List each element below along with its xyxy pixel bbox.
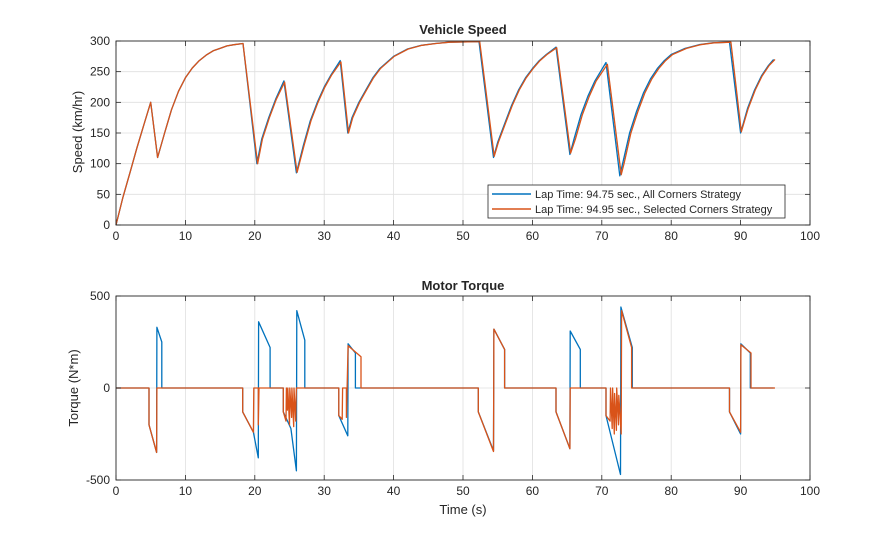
torque-xtick-label: 70 — [595, 484, 609, 498]
torque-xtick-label: 0 — [113, 484, 120, 498]
speed-ytick-label: 250 — [90, 65, 110, 79]
torque-xtick-label: 40 — [387, 484, 401, 498]
speed-ytick-label: 150 — [90, 126, 110, 140]
legend: Lap Time: 94.75 sec., All Corners Strate… — [487, 184, 786, 219]
speed-ytick-label: 0 — [103, 218, 110, 232]
torque-ytick-label: 500 — [90, 289, 110, 303]
torque-xlabel: Time (s) — [439, 502, 486, 517]
speed-title: Vehicle Speed — [419, 22, 506, 37]
legend-label-all-corners: Lap Time: 94.75 sec., All Corners Strate… — [535, 189, 742, 201]
speed-xtick-label: 10 — [179, 229, 193, 243]
speed-xtick-label: 40 — [387, 229, 401, 243]
speed-xtick-label: 70 — [595, 229, 609, 243]
speed-ytick-label: 50 — [97, 187, 111, 201]
torque-series-selected-corners — [116, 310, 775, 454]
speed-xtick-label: 90 — [734, 229, 748, 243]
torque-xtick-label: 90 — [734, 484, 748, 498]
speed-ytick-label: 200 — [90, 95, 110, 109]
speed-xtick-label: 50 — [456, 229, 470, 243]
speed-series-selected-corners — [115, 40, 776, 226]
speed-xtick-label: 60 — [526, 229, 540, 243]
torque-xtick-label: 20 — [248, 484, 262, 498]
torque-ylabel: Torque (N*m) — [66, 349, 81, 426]
speed-ytick-label: 100 — [90, 157, 110, 171]
legend-label-selected-corners: Lap Time: 94.95 sec., Selected Corners S… — [535, 204, 773, 216]
speed-xtick-label: 30 — [318, 229, 332, 243]
torque-ytick-label: 0 — [103, 381, 110, 395]
torque-xtick-label: 60 — [526, 484, 540, 498]
torque-ytick-label: -500 — [86, 473, 110, 487]
speed-xtick-label: 20 — [248, 229, 262, 243]
speed-ylabel: Speed (km/hr) — [70, 91, 85, 173]
torque-series-all-corners — [116, 306, 774, 476]
speed-xtick-label: 80 — [665, 229, 679, 243]
torque-xtick-label: 50 — [456, 484, 470, 498]
torque-xtick-label: 80 — [665, 484, 679, 498]
speed-ytick-label: 300 — [90, 34, 110, 48]
torque-xtick-label: 30 — [318, 484, 332, 498]
torque-title: Motor Torque — [422, 278, 505, 293]
torque-xtick-label: 100 — [800, 484, 820, 498]
speed-xtick-label: 0 — [113, 229, 120, 243]
torque-xtick-label: 10 — [179, 484, 193, 498]
speed-xtick-label: 100 — [800, 229, 820, 243]
speed-axes: 0 10 20 30 40 50 60 70 80 90 100 0 50 100 150 200 250 300… — [70, 22, 820, 243]
legend-box — [487, 184, 786, 219]
